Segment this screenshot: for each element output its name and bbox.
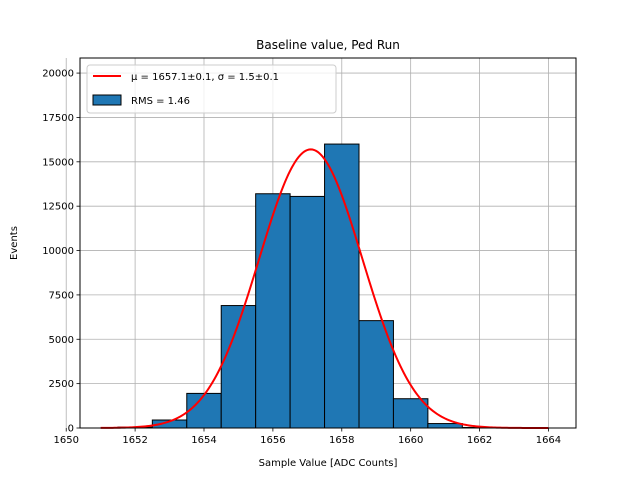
fit-curve [100, 148, 549, 429]
y-tick-label: 7500 [49, 290, 74, 301]
histogram-bar [186, 392, 222, 429]
x-tick-label: 1658 [329, 435, 354, 446]
gaussian-fit [100, 148, 549, 429]
histogram-bar [255, 193, 291, 429]
y-tick-label: 15000 [42, 157, 74, 168]
chart-title: Baseline value, Ped Run [256, 38, 400, 52]
histogram-bar [392, 398, 429, 429]
x-axis-ticks: 1650 1652 1654 1656 1658 1660 1662 1664 [53, 428, 561, 446]
y-tick-label: 17500 [42, 113, 74, 124]
y-axis-ticks: 0 2500 5000 7500 10000 12500 15000 17500 20000 [42, 69, 80, 435]
y-tick-label: 12500 [42, 202, 74, 213]
y-tick-label: 2500 [49, 379, 74, 390]
histogram-bar [289, 195, 326, 429]
y-axis-label: Events [9, 226, 20, 260]
y-tick-label: 5000 [49, 335, 74, 346]
x-tick-label: 1650 [53, 435, 78, 446]
histogram-bar [324, 143, 360, 429]
legend-hist-label: RMS = 1.46 [131, 96, 190, 107]
y-tick-label: 0 [68, 424, 74, 435]
y-tick-label: 10000 [42, 246, 74, 257]
histogram-bar [427, 423, 463, 429]
legend-fit-label: μ = 1657.1±0.1, σ = 1.5±0.1 [131, 72, 279, 83]
x-tick-label: 1652 [122, 435, 147, 446]
axes-frame [79, 57, 577, 429]
x-tick-label: 1662 [467, 435, 492, 446]
x-tick-label: 1656 [260, 435, 285, 446]
legend: μ = 1657.1±0.1, σ = 1.5±0.1 RMS = 1.46 [86, 64, 337, 114]
x-tick-label: 1660 [398, 435, 423, 446]
x-tick-label: 1664 [536, 435, 561, 446]
x-axis-label: Sample Value [ADC Counts] [259, 458, 398, 469]
histogram-bars [117, 143, 498, 429]
legend-box [86, 64, 337, 114]
x-tick-label: 1654 [191, 435, 216, 446]
y-tick-label: 20000 [42, 69, 74, 80]
legend-hist-patch [92, 94, 122, 106]
